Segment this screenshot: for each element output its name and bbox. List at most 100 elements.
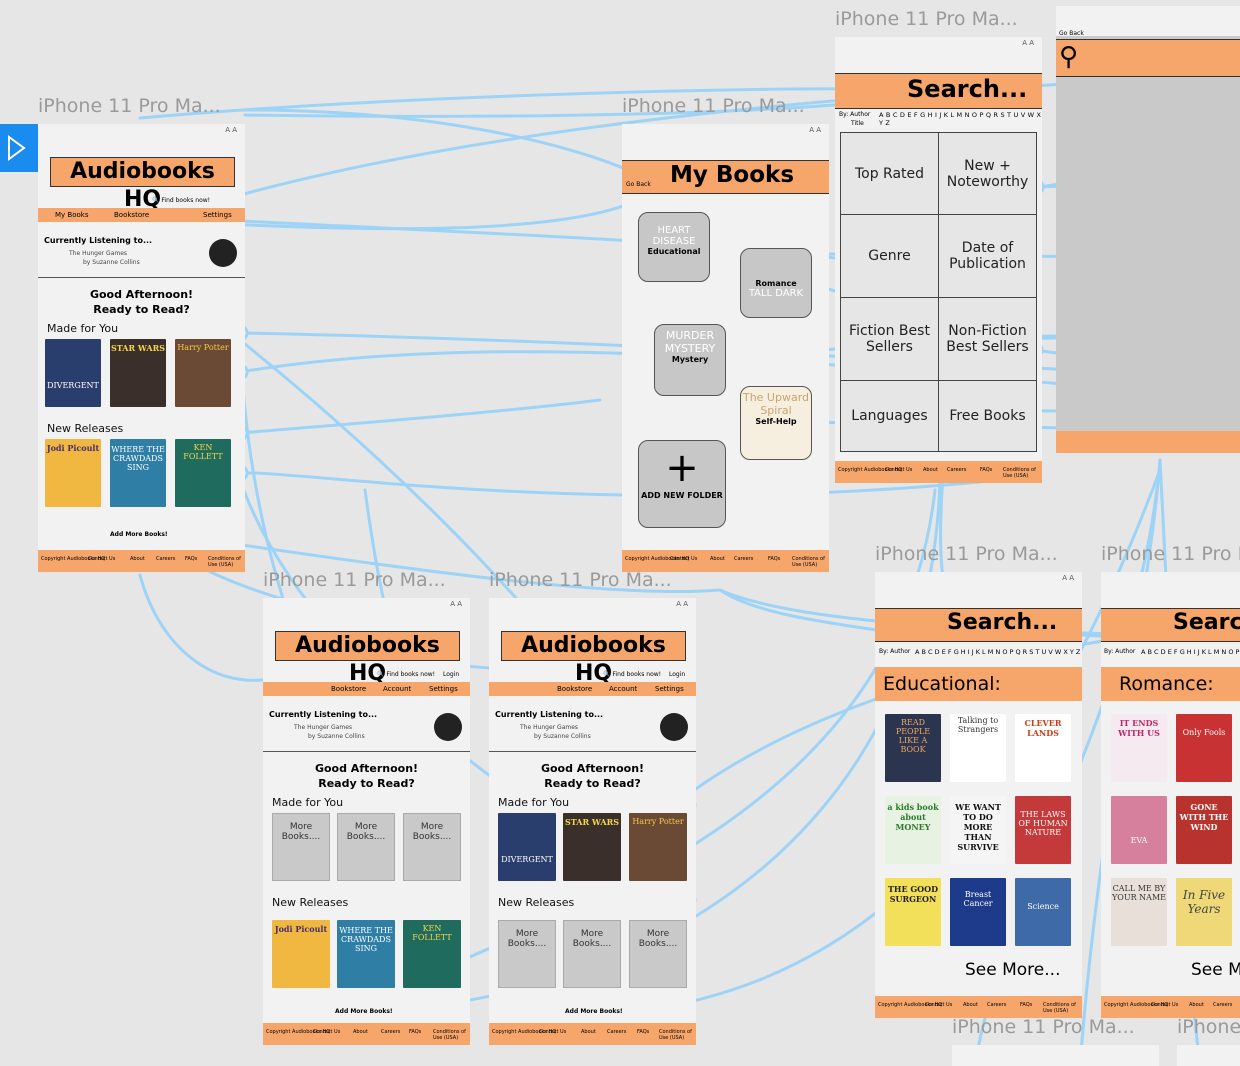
search-link[interactable]: 🔍 Find books now!: [152, 197, 211, 204]
category-date-of-publication[interactable]: Date of Publication: [938, 214, 1037, 298]
footer: Copyright Audiobooks HQ Contact Us About…: [38, 550, 245, 572]
category-non-fiction-best-sellers[interactable]: Non-Fiction Best Sellers: [938, 297, 1037, 381]
play-prototype-button[interactable]: [0, 124, 38, 172]
book-cover[interactable]: WE WANT TO DO MORE THAN SURVIVE: [950, 796, 1006, 864]
footer: Copyright Audiobooks HQ Contact Us About…: [622, 550, 829, 572]
alphabet-filter[interactable]: A B C D E F G H I J K L M N O P Q R S T …: [915, 648, 1081, 656]
nav-settings[interactable]: Settings: [203, 211, 232, 219]
book-cover[interactable]: Only Fools: [1176, 714, 1232, 782]
text-size-toggle[interactable]: A A: [1022, 39, 1034, 47]
text-size-toggle[interactable]: A A: [676, 600, 688, 608]
divider: [38, 277, 245, 278]
add-more-books-link[interactable]: Add More Books!: [335, 1008, 393, 1015]
search-by-title[interactable]: Title: [851, 120, 864, 127]
book-cover[interactable]: EVA: [1111, 796, 1167, 864]
text-size-toggle[interactable]: A A: [809, 126, 821, 134]
category-new-noteworthy[interactable]: New + Noteworthy: [938, 132, 1037, 215]
book-cover[interactable]: STAR WARS: [110, 339, 166, 407]
book-cover[interactable]: GONE WITH THE WIND: [1176, 796, 1232, 864]
add-new-folder-button[interactable]: + ADD NEW FOLDER: [638, 440, 726, 528]
book-cover[interactable]: Harry Potter: [175, 339, 231, 407]
see-more-link[interactable]: See More...: [965, 960, 1061, 980]
add-more-books-link[interactable]: Add More Books!: [565, 1008, 623, 1015]
book-cover[interactable]: STAR WARS: [563, 813, 621, 881]
play-icon: [8, 135, 26, 161]
book-cover[interactable]: READ PEOPLE LIKE A BOOK: [885, 714, 941, 782]
category-languages[interactable]: Languages: [840, 380, 939, 452]
search-screen[interactable]: A A Search... By: Author Title A B C D E…: [835, 37, 1042, 483]
folder-romance[interactable]: Romance TALL DARK: [740, 248, 812, 318]
app-title: Audiobooks HQ: [501, 631, 686, 686]
placeholder-book[interactable]: More Books....: [563, 920, 621, 988]
home-screen-variant-2[interactable]: A A Audiobooks HQ 🔍 Find books now! Logi…: [489, 598, 696, 1045]
category-genre[interactable]: Genre: [840, 214, 939, 298]
search-link[interactable]: 🔍 Find books now! Login: [377, 671, 460, 678]
footer: Copyright Audiobooks HQ Contact Us About…: [489, 1023, 696, 1045]
book-cover[interactable]: In Five Years: [1176, 878, 1232, 946]
search-title: Search...: [907, 75, 1028, 103]
placeholder-book[interactable]: More Books....: [272, 813, 330, 881]
hunger-games-cover[interactable]: [209, 239, 237, 267]
listening-author: by Suzanne Collins: [83, 259, 140, 266]
book-cover[interactable]: Harry Potter: [629, 813, 687, 881]
search-by-author[interactable]: By: Author: [839, 111, 871, 118]
category-fiction-best-sellers[interactable]: Fiction Best Sellers: [840, 297, 939, 381]
search-input-screen[interactable]: Go Back ⚲: [1056, 6, 1240, 453]
book-cover[interactable]: Jodi Picoult: [45, 439, 101, 507]
book-cover[interactable]: Science: [1015, 878, 1071, 946]
book-cover[interactable]: WHERE THE CRAWDADS SING: [110, 439, 166, 507]
currently-listening-heading: Currently Listening to...: [44, 236, 153, 245]
book-cover[interactable]: THE GOOD SURGEON: [885, 878, 941, 946]
book-cover[interactable]: IT ENDS WITH US: [1111, 714, 1167, 782]
book-cover[interactable]: DIVERGENT: [498, 813, 556, 881]
app-title: Audiobooks HQ: [275, 631, 460, 686]
category-free-books[interactable]: Free Books: [938, 380, 1037, 452]
offscreen-frame[interactable]: [952, 1045, 1159, 1066]
folder-educational[interactable]: HEART DISEASE Educational: [638, 212, 710, 282]
footer: Copyright Audiobooks HQ Contact Us About…: [835, 461, 1042, 483]
my-books-screen[interactable]: A A Go Back My Books HEART DISEASE Educat…: [622, 124, 829, 572]
see-more-link[interactable]: See More...: [1191, 960, 1240, 980]
romance-screen[interactable]: Search... By: Author A B C D E F G H I J…: [1101, 572, 1240, 1018]
nav-my-books[interactable]: My Books: [55, 211, 89, 219]
book-cover[interactable]: Breast Cancer: [950, 878, 1006, 946]
book-cover[interactable]: a kids book about MONEY: [885, 796, 941, 864]
book-cover[interactable]: KEN FOLLETT: [175, 439, 231, 507]
alphabet-filter[interactable]: A B C D E F G H I J K L M N O P Q R S T …: [1141, 648, 1240, 656]
go-back-link[interactable]: Go Back: [1059, 30, 1084, 37]
placeholder-book[interactable]: More Books....: [403, 813, 461, 881]
text-size-toggle[interactable]: A A: [225, 126, 237, 134]
add-more-books-link[interactable]: Add More Books!: [110, 531, 168, 538]
search-icon: 🔍: [603, 671, 611, 678]
folder-mystery[interactable]: MURDER MYSTERY Mystery: [654, 324, 726, 396]
alphabet-filter[interactable]: A B C D E F G H I J K L M N O P Q R S T …: [879, 111, 1042, 127]
placeholder-book[interactable]: More Books....: [498, 920, 556, 988]
offscreen-frame[interactable]: [1177, 1045, 1240, 1066]
placeholder-book[interactable]: More Books....: [337, 813, 395, 881]
hunger-games-cover[interactable]: [434, 713, 462, 741]
frame-label-search: iPhone 11 Pro Ma...: [835, 8, 1018, 30]
nav-bookstore[interactable]: Bookstore: [114, 211, 150, 219]
book-cover[interactable]: KEN FOLLETT: [403, 920, 461, 988]
search-bar[interactable]: ⚲: [1056, 39, 1240, 77]
book-cover[interactable]: CLEVER LANDS: [1015, 714, 1071, 782]
listening-book: The Hunger Games: [69, 250, 128, 257]
book-cover[interactable]: Jodi Picoult: [272, 920, 330, 988]
text-size-toggle[interactable]: A A: [450, 600, 462, 608]
folder-self-help[interactable]: The Upward Spiral Self-Help: [740, 386, 812, 460]
hunger-games-cover[interactable]: [660, 713, 688, 741]
home-screen[interactable]: A A Audiobooks HQ 🔍 Find books now! My B…: [38, 124, 245, 572]
search-link[interactable]: 🔍 Find books now! Login: [603, 671, 686, 678]
go-back-link[interactable]: Go Back: [626, 181, 651, 188]
book-cover[interactable]: WHERE THE CRAWDADS SING: [337, 920, 395, 988]
page-title: My Books: [670, 162, 795, 188]
book-cover[interactable]: Talking to Strangers: [950, 714, 1006, 782]
book-cover[interactable]: DIVERGENT: [45, 339, 101, 407]
home-screen-variant[interactable]: A A Audiobooks HQ 🔍 Find books now! Logi…: [263, 598, 470, 1045]
placeholder-book[interactable]: More Books....: [629, 920, 687, 988]
book-cover[interactable]: CALL ME BY YOUR NAME: [1111, 878, 1167, 946]
text-size-toggle[interactable]: A A: [1062, 574, 1074, 582]
book-cover[interactable]: THE LAWS OF HUMAN NATURE: [1015, 796, 1071, 864]
category-top-rated[interactable]: Top Rated: [840, 132, 939, 215]
educational-screen[interactable]: A A Search... By: Author A B C D E F G H…: [875, 572, 1082, 1018]
